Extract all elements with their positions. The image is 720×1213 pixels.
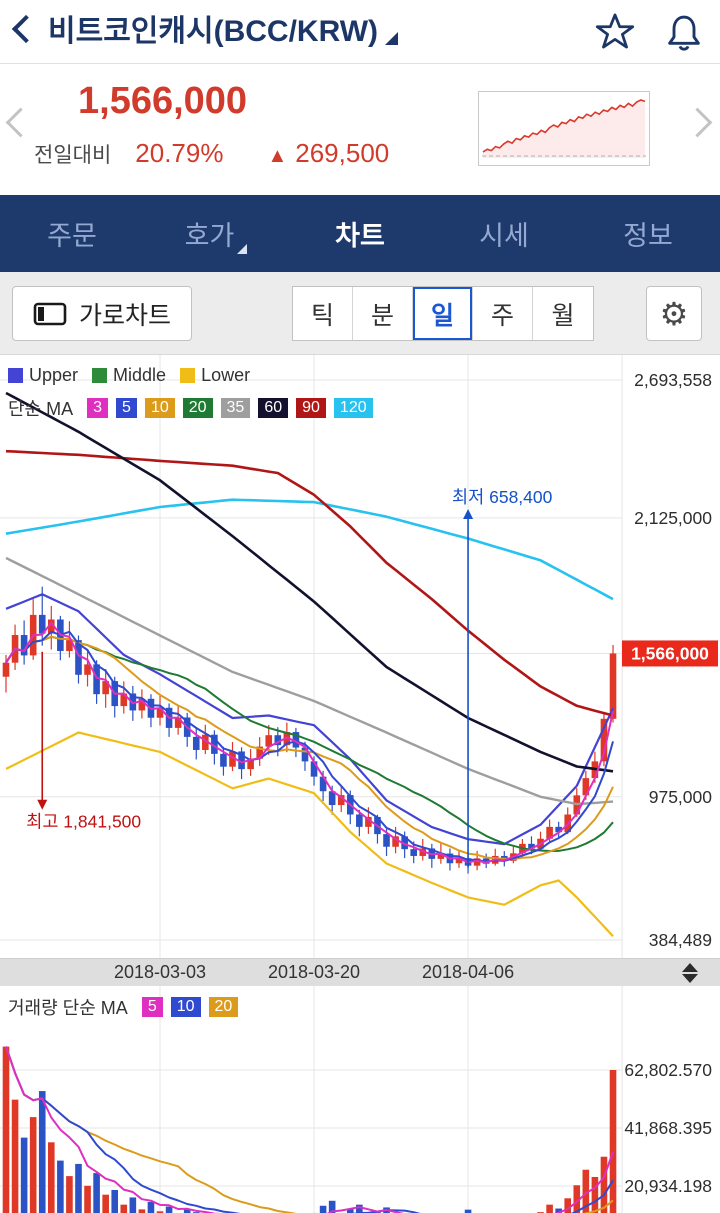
candlestick-plot[interactable]: 2,693,558 2,125,000 975,000 384,489 최고 1,841… (0, 355, 720, 958)
period-tab-week[interactable]: 주 (473, 287, 533, 340)
legend-label-upper: Upper (29, 365, 79, 385)
volume-plot[interactable]: 62,802.570 41,868.395 20,934.198 (0, 986, 720, 1213)
top-header: 비트코인캐시(BCC/KRW) (0, 0, 720, 64)
bollinger-legend: Upper Middle Lower (8, 365, 250, 386)
period-tab-day[interactable]: 일 (413, 287, 473, 340)
ma-legend: 단순 MA 3 5 10 20 35 60 90 120 (8, 395, 373, 421)
legend-item-lower: Lower (180, 365, 250, 386)
svg-text:975,000: 975,000 (649, 787, 713, 807)
landscape-chart-button[interactable]: 가로차트 (12, 286, 193, 341)
date-axis-strip: 2018-03-03 2018-03-20 2018-04-06 (0, 958, 720, 986)
svg-text:41,868.395: 41,868.395 (624, 1118, 712, 1138)
ma-legend-chip-10: 10 (144, 398, 175, 418)
volume-legend: 거래량 단순 MA 5 10 20 (8, 994, 239, 1020)
svg-text:62,802.570: 62,802.570 (624, 1060, 712, 1080)
back-chevron-icon (11, 14, 41, 44)
legend-label-lower: Lower (201, 365, 251, 385)
nav-tab-info[interactable]: 정보 (576, 195, 720, 272)
nav-tab-label: 차트 (335, 221, 385, 251)
ma-legend-chip-5: 5 (116, 398, 137, 418)
legend-label-middle: Middle (113, 365, 167, 385)
x-axis-label: 2018-03-03 (113, 962, 207, 982)
up-arrow-icon: ▲ (267, 145, 288, 167)
next-coin-button[interactable] (682, 107, 713, 138)
change-percent: 20.79% (135, 138, 224, 168)
legend-swatch-middle (92, 368, 108, 383)
ma-legend-chip-3: 3 (87, 398, 109, 418)
nav-tab-label: 시세 (479, 221, 529, 251)
change-label: 전일대비 (34, 144, 112, 167)
legend-swatch-upper (8, 368, 23, 383)
x-axis-label: 2018-03-20 (267, 962, 361, 982)
coin-title-selector[interactable]: 비트코인캐시(BCC/KRW) (48, 15, 399, 48)
ma-legend-chip-60: 60 (258, 398, 289, 418)
notification-bell-icon[interactable] (664, 12, 704, 52)
ma-legend-caption: 단순 MA (8, 399, 74, 419)
volume-ma-chip-20: 20 (208, 997, 239, 1017)
legend-item-middle: Middle (92, 365, 166, 386)
ma-legend-chip-90: 90 (296, 398, 326, 418)
title-dropdown-triangle-icon (385, 32, 399, 45)
landscape-chart-label: 가로차트 (79, 301, 172, 330)
prev-coin-button[interactable] (5, 107, 36, 138)
svg-text:2,125,000: 2,125,000 (634, 508, 712, 528)
back-button[interactable] (11, 14, 41, 44)
nav-tab-market[interactable]: 시세 (432, 195, 576, 272)
x-axis-label: 2018-04-06 (422, 962, 515, 982)
period-tab-month[interactable]: 월 (551, 301, 575, 330)
legend-swatch-lower (180, 368, 196, 383)
svg-text:최저 658,400: 최저 658,400 (452, 487, 553, 507)
nav-tab-label: 정보 (623, 221, 673, 251)
legend-item-upper: Upper (8, 365, 78, 386)
svg-text:2,693,558: 2,693,558 (634, 370, 712, 390)
settings-gear-button[interactable]: ⚙ (646, 286, 702, 341)
period-tab-min[interactable]: 분 (353, 287, 413, 340)
favorite-star-icon[interactable] (594, 11, 636, 53)
svg-text:384,489: 384,489 (649, 930, 712, 950)
nav-tab-label: 호가 (184, 221, 235, 251)
main-nav: 주문 호가 차트 시세 정보 (0, 195, 720, 272)
svg-text:20,934.198: 20,934.198 (624, 1176, 712, 1196)
period-tab-tick[interactable]: 틱 (293, 287, 353, 340)
nav-tab-order[interactable]: 주문 (0, 195, 144, 272)
mini-sparkline-chart (478, 91, 650, 166)
nav-tab-orderbook[interactable]: 호가 (144, 195, 288, 272)
current-price: 1,566,000 (78, 80, 248, 122)
change-amount: 269,500 (295, 138, 390, 168)
volume-chart-pane: 62,802.570 41,868.395 20,934.198 거래량 단순 MA… (0, 986, 720, 1213)
price-chart-pane: 2,693,558 2,125,000 975,000 384,489 최고 1,841… (0, 355, 720, 958)
dropdown-triangle-icon (237, 244, 248, 254)
volume-ma-chip-10: 10 (170, 997, 201, 1017)
gear-icon: ⚙ (659, 295, 689, 332)
nav-tab-chart[interactable]: 차트 (288, 195, 432, 272)
volume-ma-chip-5: 5 (141, 997, 163, 1017)
pane-resize-handle-icon[interactable] (682, 963, 698, 983)
price-summary: 1,566,000 전일대비 20.79% ▲ 269,500 (0, 64, 720, 195)
ma-legend-chip-120: 120 (333, 398, 373, 418)
svg-text:1,566,000: 1,566,000 (631, 643, 709, 663)
nav-tab-label: 주문 (47, 221, 97, 251)
ma-legend-chip-35: 35 (220, 398, 251, 418)
landscape-chart-icon (33, 302, 67, 325)
volume-legend-caption: 거래량 단순 MA (8, 998, 128, 1018)
price-change-row: 전일대비 20.79% ▲ 269,500 (34, 138, 389, 169)
page-title: 비트코인캐시(BCC/KRW) (48, 15, 379, 48)
svg-text:최고 1,841,500: 최고 1,841,500 (26, 812, 141, 832)
ma-legend-chip-20: 20 (182, 398, 213, 418)
